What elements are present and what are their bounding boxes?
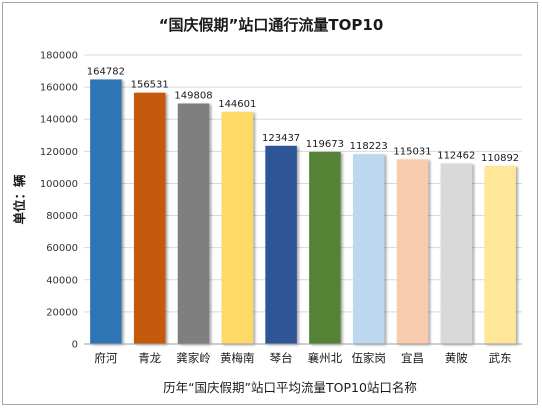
x-category-label: 府河 [94, 351, 117, 365]
y-tick-label: 180000 [40, 51, 78, 62]
y-tick-label: 120000 [40, 147, 78, 158]
bar [265, 145, 297, 344]
y-tick-label: 0 [72, 340, 78, 351]
data-label: 123437 [262, 133, 300, 144]
bar [309, 151, 341, 344]
x-category-label: 黄陂 [445, 351, 468, 365]
bar [133, 92, 166, 344]
x-category-label: 武东 [489, 351, 512, 365]
bar [396, 159, 429, 344]
y-tick-label: 60000 [46, 243, 78, 254]
y-tick-label: 160000 [40, 83, 78, 94]
x-category-label: 龚家岭 [176, 351, 211, 365]
y-tick-label: 40000 [46, 275, 78, 286]
data-label: 110892 [481, 153, 519, 164]
y-axis-title: 单位：辆 [12, 174, 27, 225]
bar [440, 163, 473, 344]
data-label: 119673 [306, 139, 344, 150]
y-tick-label: 100000 [40, 179, 78, 190]
data-label: 149808 [174, 90, 212, 101]
x-category-label: 宜昌 [401, 351, 424, 365]
data-labels: 164782 156531 149808 144601 123437 119673 1182… [87, 66, 519, 164]
y-tick-label: 20000 [46, 307, 78, 318]
y-tick-label: 140000 [40, 115, 78, 126]
bar [90, 79, 122, 344]
data-label: 164782 [87, 66, 125, 77]
data-label: 112462 [437, 150, 475, 161]
data-label: 118223 [350, 141, 388, 152]
x-axis-title: 历年“国庆假期”站口平均流量TOP10站口名称 [163, 380, 417, 395]
data-label: 115031 [393, 146, 431, 157]
bar [177, 103, 210, 344]
y-tick-label: 80000 [46, 211, 78, 222]
y-axis-ticks: 0 20000 40000 60000 80000 100000 120000 140000 1… [40, 51, 78, 351]
x-category-label: 伍家岗 [351, 351, 386, 365]
x-category-label: 琴台 [270, 351, 293, 365]
bar [352, 154, 385, 344]
chart-title: “国庆假期”站口通行流量TOP10 [159, 16, 384, 34]
data-label: 156531 [131, 80, 169, 91]
data-label: 144601 [218, 99, 256, 110]
bars [90, 79, 516, 345]
x-category-label: 黄梅南 [220, 351, 255, 365]
x-category-label: 襄州北 [308, 351, 343, 365]
x-category-label: 青龙 [138, 351, 161, 365]
bar [221, 111, 254, 345]
bar [484, 165, 516, 344]
x-axis-categories: 府河 青龙 龚家岭 黄梅南 琴台 襄州北 伍家岗 宜昌 黄陂 武东 [94, 351, 511, 365]
